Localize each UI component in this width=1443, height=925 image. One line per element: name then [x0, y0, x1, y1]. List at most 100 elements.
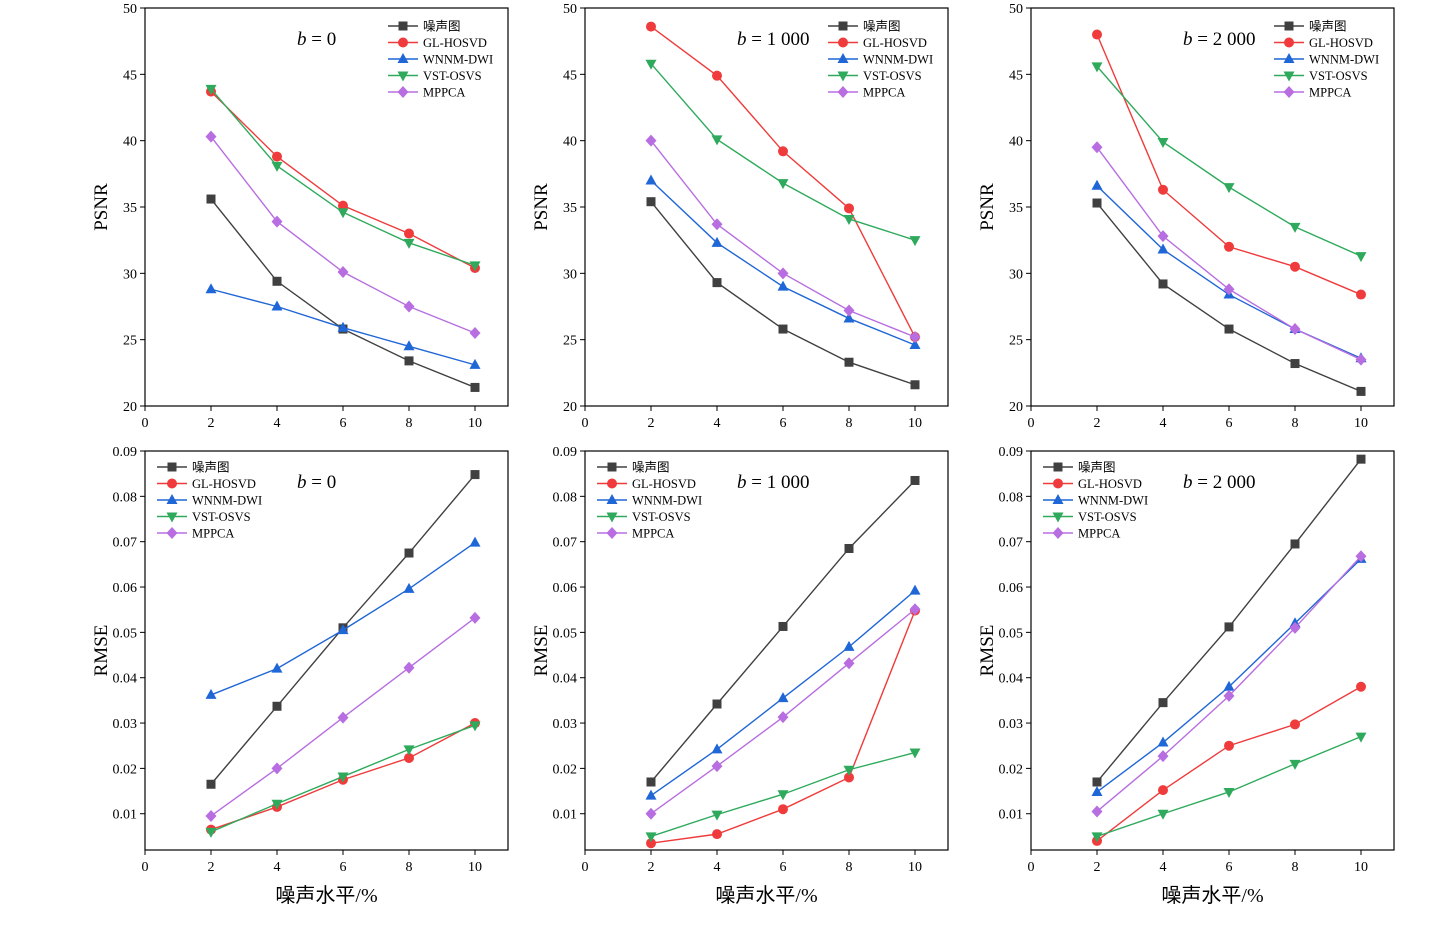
legend-label: GL-HOSVD [632, 477, 696, 491]
data-point [404, 356, 414, 366]
series-GL-HOSVD [646, 605, 920, 849]
panel-title: b = 0 [297, 29, 336, 50]
data-point [1223, 680, 1235, 691]
y-tick-label: 0.03 [999, 717, 1024, 732]
legend-item: MPPCA [388, 86, 465, 100]
data-point [1289, 323, 1301, 336]
legend-label: GL-HOSVD [423, 36, 487, 50]
x-tick-label: 2 [208, 416, 215, 431]
data-point [403, 745, 415, 756]
data-point [205, 688, 217, 699]
y-tick-label: 0.09 [999, 445, 1024, 460]
y-tick-label: 0.04 [999, 672, 1024, 687]
data-point [1157, 230, 1169, 243]
series-噪声图 [646, 475, 920, 787]
x-tick-label: 6 [340, 860, 347, 875]
panel-title-eq: = [307, 472, 327, 493]
panel-title-var: b [1183, 29, 1193, 50]
data-point [1356, 386, 1366, 396]
y-tick-label: 0.01 [113, 808, 138, 823]
panel-title-value: 1 000 [767, 472, 810, 493]
legend-item: VST-OSVS [157, 510, 251, 524]
legend-marker [837, 71, 849, 82]
data-point [1158, 184, 1168, 195]
data-point [403, 661, 415, 674]
data-point [778, 324, 788, 334]
series-WNNM-DWI [1091, 179, 1367, 363]
x-tick-label: 4 [274, 416, 281, 431]
y-tick-label: 25 [563, 334, 577, 349]
data-point [1289, 222, 1301, 233]
data-point [1157, 736, 1169, 747]
legend-marker [398, 21, 408, 31]
data-point [1224, 622, 1234, 632]
legend-item: WNNM-DWI [388, 53, 493, 67]
data-point [1091, 62, 1103, 73]
series-line [650, 479, 916, 783]
legend-label: WNNM-DWI [863, 53, 933, 67]
y-tick-label: 30 [1009, 267, 1023, 282]
x-tick-label: 8 [1292, 860, 1299, 875]
data-point [1091, 179, 1103, 190]
legend: 噪声图 GL-HOSVD WNNM-DWI VST-OSVS MPPCA [157, 461, 262, 541]
data-point [1157, 243, 1169, 254]
panel-title-value: 1 000 [767, 29, 810, 50]
x-tick-label: 2 [208, 860, 215, 875]
data-point [469, 611, 481, 624]
y-tick-label: 0.05 [553, 626, 578, 641]
data-point [1356, 681, 1366, 692]
y-tick-label: 0.02 [999, 762, 1024, 777]
series-VST-OSVS [645, 59, 921, 247]
x-tick-label: 2 [1094, 860, 1101, 875]
panel-title-eq: = [1193, 29, 1213, 50]
plot-frame [584, 7, 949, 407]
data-point [1092, 29, 1102, 40]
x-tick-label: 8 [1292, 416, 1299, 431]
legend-marker [1283, 86, 1295, 98]
y-tick-label: 50 [123, 2, 137, 17]
y-tick-label: 0.01 [999, 808, 1024, 823]
legend-item: VST-OSVS [1043, 510, 1137, 524]
data-point [1158, 279, 1168, 289]
legend-marker [838, 21, 848, 31]
x-tick-label: 8 [846, 860, 853, 875]
data-point [646, 197, 656, 207]
series-MPPCA [1091, 141, 1367, 366]
series-line [650, 179, 916, 346]
legend-item: WNNM-DWI [828, 53, 933, 67]
legend-item: 噪声图 [828, 20, 901, 34]
legend-marker [837, 86, 849, 98]
x-tick-label: 4 [714, 860, 721, 875]
x-tick-label: 10 [468, 416, 482, 431]
y-tick-label: 0.05 [113, 626, 138, 641]
series-VST-OSVS [205, 84, 481, 272]
legend-item: MPPCA [157, 527, 234, 541]
x-tick-label: 0 [1028, 860, 1035, 875]
legend-marker [1283, 53, 1295, 63]
data-point [1157, 750, 1169, 763]
legend-item: WNNM-DWI [1043, 494, 1148, 508]
y-tick-label: 0.09 [553, 445, 578, 460]
data-point [337, 772, 349, 783]
data-point [778, 146, 788, 157]
y-tick-label: 40 [563, 135, 577, 150]
data-point [205, 809, 217, 822]
legend-item: VST-OSVS [388, 69, 482, 83]
data-point [1290, 539, 1300, 549]
data-point [206, 194, 216, 204]
data-point [646, 21, 656, 32]
panel-title-eq: = [307, 29, 327, 50]
series-噪声图 [1092, 454, 1366, 787]
legend-item: MPPCA [1274, 86, 1351, 100]
data-point [1157, 809, 1169, 820]
legend-marker [166, 512, 178, 523]
chart-panel-1: 0 2 4 6 8 10 20 25 30 35 40 45 50 PSNR b = 0 噪声图 GL-HOSV… [91, 2, 509, 431]
y-axis-title: RMSE [531, 625, 552, 677]
legend-marker [166, 527, 178, 539]
series-line [1096, 558, 1362, 793]
data-point [712, 278, 722, 288]
series-VST-OSVS [1091, 62, 1367, 263]
legend-label: MPPCA [863, 86, 905, 100]
panel-title-var: b [737, 29, 747, 50]
panel-title-var: b [737, 472, 747, 493]
